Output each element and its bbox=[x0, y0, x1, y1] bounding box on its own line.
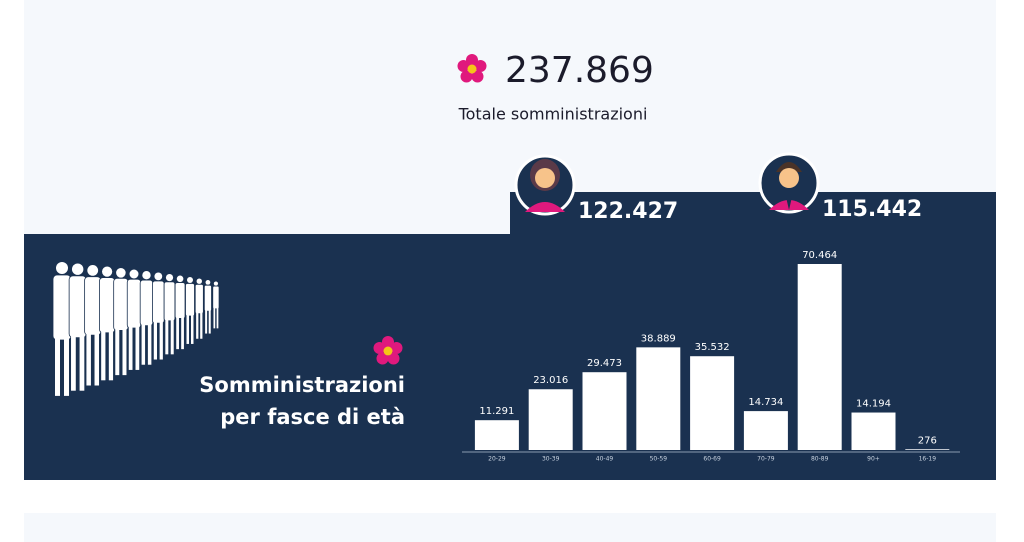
bar bbox=[690, 356, 735, 450]
person-head bbox=[165, 274, 174, 282]
person-head bbox=[87, 265, 99, 276]
x-tick-label: 40-49 bbox=[596, 456, 614, 463]
person-leg bbox=[191, 314, 194, 344]
male-avatar bbox=[758, 152, 820, 214]
value-label: 276 bbox=[918, 435, 937, 446]
x-tick-label: 30-39 bbox=[542, 456, 560, 463]
x-tick-label: 70-79 bbox=[757, 456, 775, 463]
bar bbox=[905, 449, 950, 450]
person-leg bbox=[55, 337, 60, 396]
bar bbox=[636, 347, 681, 450]
person-leg bbox=[115, 328, 120, 376]
person-body bbox=[113, 277, 129, 331]
total-value: 237.869 bbox=[505, 50, 654, 91]
person-leg bbox=[165, 319, 169, 355]
bar bbox=[797, 264, 842, 450]
person-leg bbox=[170, 319, 174, 355]
person-leg bbox=[181, 316, 184, 350]
value-label: 35.532 bbox=[695, 342, 730, 353]
x-tick-label: 90+ bbox=[867, 456, 880, 463]
person-leg bbox=[213, 307, 216, 329]
bottom-panel bbox=[24, 513, 996, 542]
person-leg bbox=[128, 326, 133, 370]
person-leg bbox=[141, 323, 146, 365]
crowd-silhouette bbox=[52, 262, 220, 396]
person-leg bbox=[176, 316, 179, 350]
person-body bbox=[84, 276, 102, 336]
person-head bbox=[176, 275, 184, 283]
person-head bbox=[102, 266, 113, 277]
person-leg bbox=[200, 312, 203, 339]
person-head bbox=[71, 263, 84, 275]
person-body bbox=[203, 284, 212, 312]
person-body bbox=[185, 283, 195, 317]
person-leg bbox=[159, 321, 163, 360]
value-label: 29.473 bbox=[587, 358, 622, 369]
value-label: 70.464 bbox=[802, 250, 837, 261]
person-leg bbox=[186, 314, 189, 344]
person-body bbox=[52, 274, 72, 341]
person-body bbox=[152, 280, 165, 324]
person-leg bbox=[86, 332, 91, 386]
person-leg bbox=[208, 310, 211, 334]
person-body bbox=[99, 277, 116, 334]
person-leg bbox=[153, 321, 158, 360]
chart-title: Somministrazioni bbox=[199, 373, 405, 397]
total-label: Totale somministrazioni bbox=[458, 105, 648, 124]
chart-title: per fasce di età bbox=[220, 405, 405, 429]
person-leg bbox=[108, 330, 114, 381]
x-tick-label: 80-89 bbox=[811, 456, 829, 463]
person-head bbox=[154, 272, 163, 281]
female-count: 122.427 bbox=[578, 199, 678, 224]
value-label: 14.734 bbox=[748, 397, 783, 408]
person-leg bbox=[94, 332, 100, 386]
person-leg bbox=[64, 337, 69, 396]
person-head bbox=[56, 262, 68, 274]
x-tick-label: 60-69 bbox=[703, 456, 721, 463]
chart-panel bbox=[24, 192, 996, 480]
x-tick-label: 50-59 bbox=[650, 456, 668, 463]
person-leg bbox=[147, 323, 152, 365]
bar bbox=[582, 372, 627, 450]
person-body bbox=[174, 282, 186, 319]
person-leg bbox=[205, 310, 208, 334]
bar bbox=[851, 412, 896, 450]
bar bbox=[474, 420, 519, 450]
person-leg bbox=[79, 335, 85, 391]
female-avatar bbox=[514, 154, 576, 216]
person-leg bbox=[71, 335, 76, 391]
person-body bbox=[163, 281, 176, 322]
person-head bbox=[187, 277, 193, 283]
person-body bbox=[194, 283, 204, 315]
person-leg bbox=[122, 328, 127, 376]
person-body bbox=[139, 279, 154, 327]
x-tick-label: 20-29 bbox=[488, 456, 506, 463]
person-head bbox=[205, 280, 211, 285]
person-leg bbox=[101, 330, 106, 381]
bar bbox=[528, 389, 573, 450]
person-leg bbox=[216, 307, 219, 329]
person-head bbox=[129, 269, 139, 279]
male-count: 115.442 bbox=[822, 197, 922, 222]
person-head bbox=[196, 278, 202, 284]
person-leg bbox=[196, 312, 199, 339]
person-body bbox=[126, 278, 142, 329]
person-head bbox=[116, 268, 126, 278]
x-tick-label: 16-19 bbox=[919, 456, 937, 463]
bar bbox=[743, 411, 788, 450]
value-label: 38.889 bbox=[641, 333, 676, 344]
person-body bbox=[212, 285, 220, 310]
person-head bbox=[142, 271, 151, 280]
person-leg bbox=[135, 326, 140, 370]
person-head bbox=[213, 281, 219, 286]
value-label: 23.016 bbox=[533, 375, 568, 386]
person-body bbox=[68, 275, 87, 339]
value-label: 14.194 bbox=[856, 399, 891, 410]
value-label: 11.291 bbox=[479, 406, 514, 417]
